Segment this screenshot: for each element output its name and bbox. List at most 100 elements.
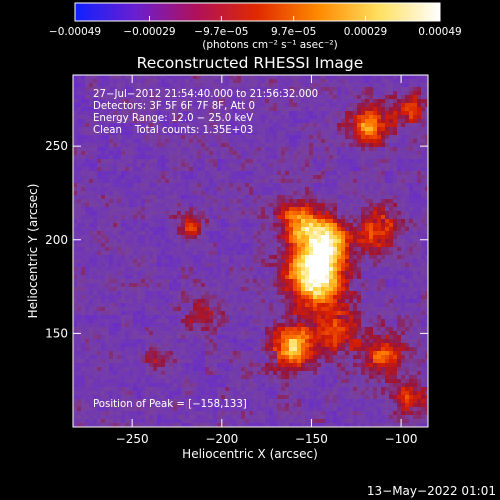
heatmap-pixel [209,115,214,120]
heatmap-pixel [113,147,118,152]
heatmap-pixel [213,95,218,100]
heatmap-pixel [285,295,290,300]
heatmap-pixel [169,119,174,124]
heatmap-pixel [301,139,306,144]
heatmap-pixel [161,219,166,224]
heatmap-pixel [157,243,162,248]
heatmap-pixel [89,175,94,180]
heatmap-pixel [237,75,242,80]
heatmap-pixel [113,131,118,136]
heatmap-pixel [201,287,206,292]
heatmap-pixel [305,135,310,140]
heatmap-pixel [117,191,122,196]
heatmap-pixel [245,231,250,236]
heatmap-pixel [189,155,194,160]
heatmap-pixel [361,127,366,132]
heatmap-pixel [101,135,106,140]
heatmap-pixel [121,279,126,284]
heatmap-pixel [277,291,282,296]
heatmap-pixel [153,211,158,216]
heatmap-pixel [81,139,86,144]
heatmap-pixel [261,243,266,248]
heatmap-pixel [373,235,378,240]
heatmap-pixel [105,243,110,248]
heatmap-pixel [285,95,290,100]
heatmap-pixel [285,183,290,188]
heatmap-pixel [125,227,130,232]
heatmap-pixel [341,163,346,168]
heatmap-pixel [165,95,170,100]
heatmap-pixel [373,291,378,296]
heatmap-pixel [253,127,258,132]
heatmap-pixel [309,131,314,136]
heatmap-pixel [413,75,418,80]
heatmap-pixel [221,235,226,240]
heatmap-pixel [93,235,98,240]
heatmap-pixel [177,235,182,240]
heatmap-pixel [389,179,394,184]
heatmap-pixel [169,131,174,136]
heatmap-pixel [389,171,394,176]
heatmap-pixel [405,199,410,204]
heatmap-pixel [189,275,194,280]
heatmap-pixel [245,287,250,292]
heatmap-pixel [249,167,254,172]
heatmap-pixel [229,167,234,172]
heatmap-pixel [425,123,428,128]
heatmap-pixel [425,103,428,108]
heatmap-pixel [293,115,298,120]
heatmap-pixel [221,171,226,176]
heatmap-pixel [113,235,118,240]
heatmap-pixel [277,187,282,192]
heatmap-pixel [425,91,428,96]
heatmap-pixel [237,179,242,184]
heatmap-pixel [297,199,302,204]
heatmap-pixel [369,83,374,88]
heatmap-pixel [317,167,322,172]
heatmap-pixel [81,207,86,212]
heatmap-pixel [285,127,290,132]
heatmap-pixel [397,139,402,144]
heatmap-pixel [157,199,162,204]
heatmap-pixel [365,87,370,92]
heatmap-pixel [241,243,246,248]
heatmap-pixel [289,83,294,88]
heatmap-pixel [101,295,106,300]
heatmap-pixel [113,107,118,112]
heatmap-pixel [173,139,178,144]
heatmap-pixel [385,163,390,168]
heatmap-pixel [321,207,326,212]
heatmap-pixel [405,175,410,180]
heatmap-pixel [361,263,366,268]
heatmap-pixel [281,155,286,160]
heatmap-pixel [153,255,158,260]
heatmap-pixel [109,271,114,276]
heatmap-pixel [357,83,362,88]
heatmap-pixel [401,283,406,288]
heatmap-pixel [413,199,418,204]
heatmap-pixel [157,95,162,100]
heatmap-pixel [161,203,166,208]
heatmap-pixel [317,115,322,120]
heatmap-pixel [169,199,174,204]
heatmap-pixel [197,275,202,280]
heatmap-pixel [149,279,154,284]
heatmap-pixel [329,267,334,272]
heatmap-pixel [217,167,222,172]
heatmap-pixel [421,283,426,288]
heatmap-pixel [421,135,426,140]
heatmap-pixel [141,147,146,152]
heatmap-pixel [265,167,270,172]
heatmap-pixel [93,223,98,228]
heatmap-pixel [117,167,122,172]
heatmap-pixel [277,171,282,176]
heatmap-pixel [245,131,250,136]
heatmap-pixel [173,143,178,148]
heatmap-pixel [217,175,222,180]
heatmap-pixel [197,111,202,116]
heatmap-pixel [193,247,198,252]
heatmap-pixel [73,107,78,112]
heatmap-pixel [349,131,354,136]
heatmap-pixel [425,119,428,124]
heatmap-pixel [97,139,102,144]
